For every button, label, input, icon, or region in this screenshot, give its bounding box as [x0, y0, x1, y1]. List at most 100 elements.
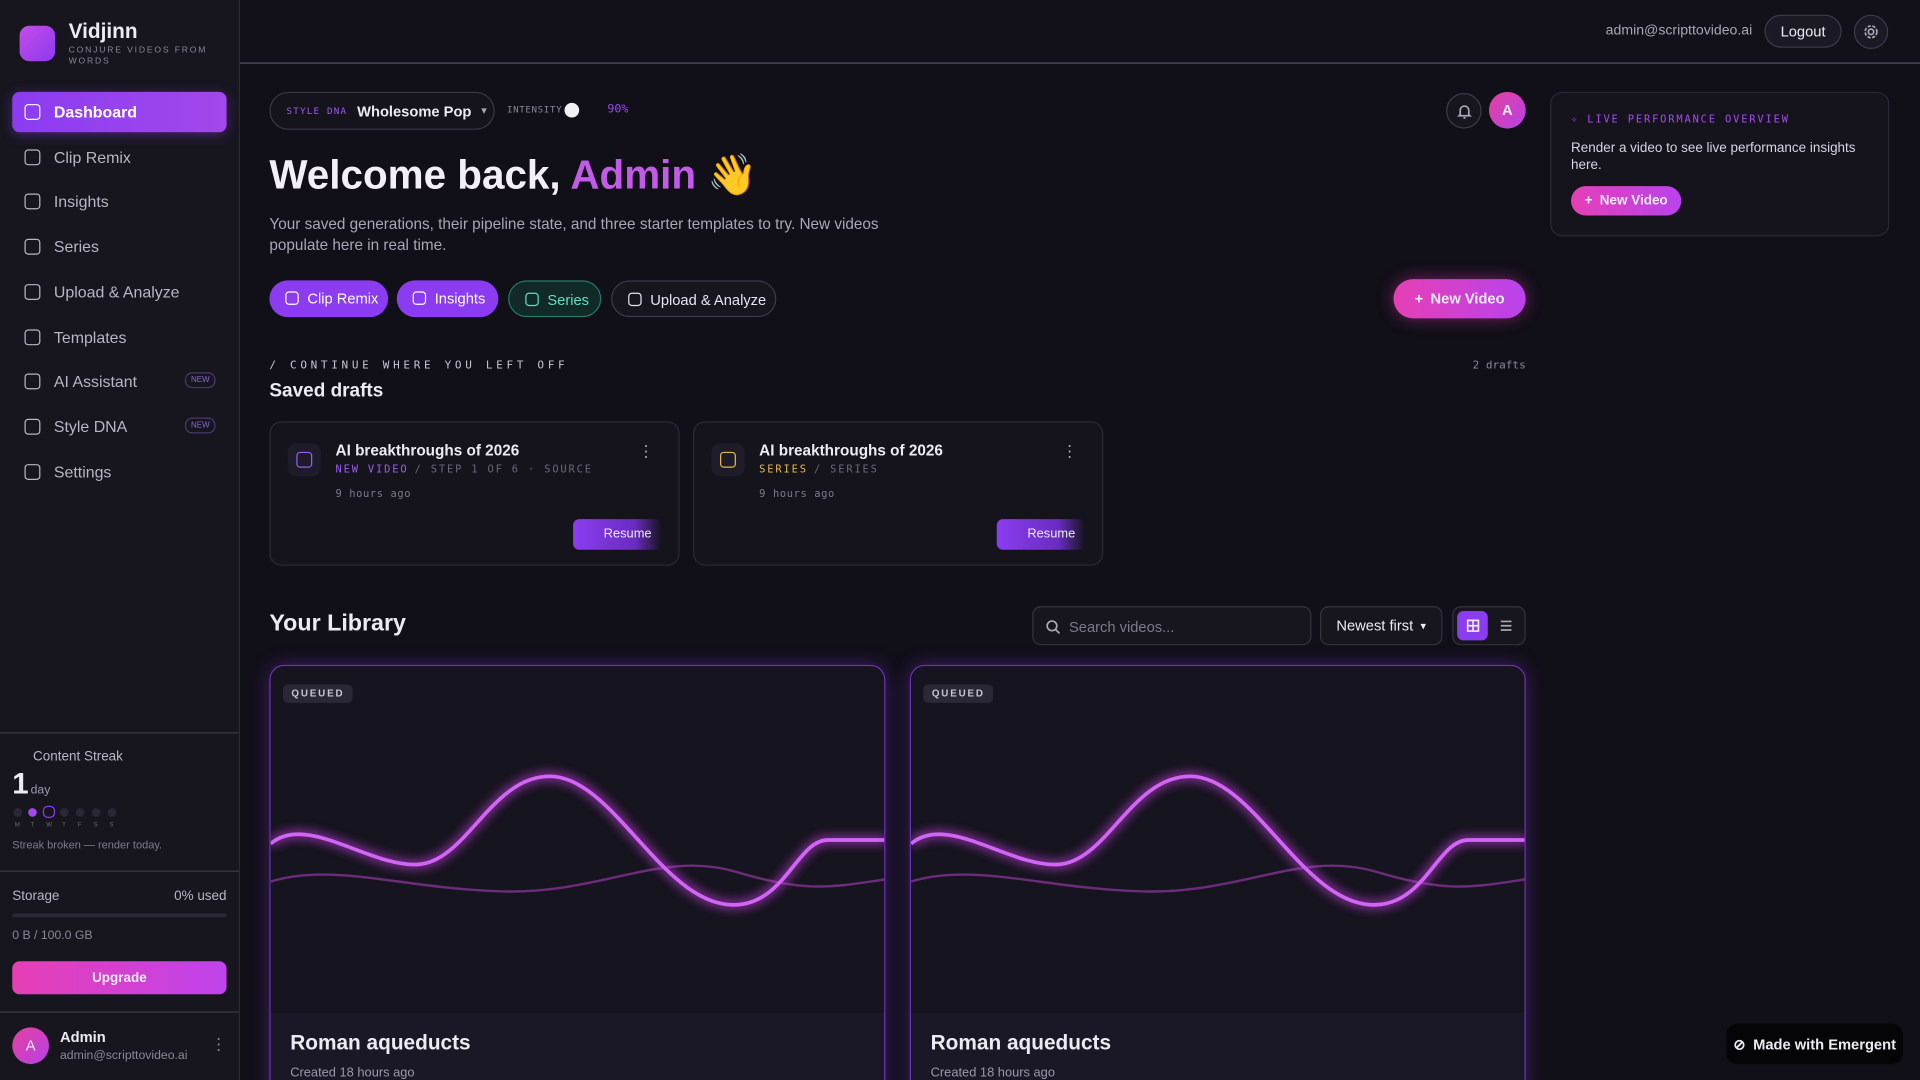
quick-action-button[interactable]: Clip Remix	[269, 280, 389, 318]
brand-icon	[19, 25, 56, 62]
streak-day-label: S	[93, 821, 98, 829]
new-video-button[interactable]: + New Video	[1393, 279, 1526, 319]
user-menu[interactable]: ⋮	[210, 1034, 227, 1054]
live-new-video-button[interactable]: + New Video	[1571, 186, 1682, 216]
library-title: Your Library	[269, 611, 406, 637]
storage-label: Storage	[12, 888, 60, 904]
divider	[0, 732, 239, 734]
nav-label: Dashboard	[53, 102, 138, 122]
icon	[412, 291, 427, 305]
icon	[24, 238, 41, 255]
made-with-badge[interactable]: ⊘ Made with Emergent	[1726, 1023, 1903, 1065]
live-title-text: LIVE PERFORMANCE OVERVIEW	[1587, 113, 1790, 127]
greeting-name: Admin	[570, 151, 697, 198]
nav-badge: NEW	[184, 372, 216, 389]
logout-button[interactable]: Logout	[1764, 14, 1842, 48]
draft-path: / SERIES	[813, 464, 879, 477]
live-title: ✧ LIVE PERFORMANCE OVERVIEW	[1571, 113, 1790, 127]
nav-item[interactable]: Dashboard	[12, 91, 227, 133]
settings-button[interactable]	[1853, 14, 1889, 49]
draft-icon	[287, 443, 321, 477]
wave-line	[911, 774, 1525, 907]
style-dna-selector[interactable]: STYLE DNA Wholesome Pop ▾	[269, 91, 495, 130]
draft-path: / STEP 1 OF 6 · SOURCE	[414, 464, 593, 477]
avatar[interactable]: A	[1488, 91, 1526, 129]
draft-time: 9 hours ago	[759, 488, 835, 501]
status-badge: QUEUED	[923, 684, 994, 703]
new-video-label: New Video	[1430, 290, 1505, 308]
sort-select[interactable]: Newest first ▾	[1320, 606, 1443, 646]
search-box[interactable]: Search videos...	[1032, 606, 1312, 646]
resume-button[interactable]: Resume	[996, 519, 1085, 550]
nav-item[interactable]: Style DNA NEW	[12, 406, 226, 446]
draft-menu[interactable]: ⋮	[637, 442, 654, 461]
quick-action-label: Upload & Analyze	[650, 291, 767, 309]
nav-item[interactable]: Clip Remix	[12, 137, 226, 177]
icon	[720, 451, 736, 468]
style-dna-value: Wholesome Pop	[357, 102, 472, 120]
draft-type: SERIES	[759, 464, 808, 477]
nav-item[interactable]: Settings	[12, 451, 226, 491]
streak-dot	[91, 808, 101, 817]
upgrade-button[interactable]: Upgrade	[12, 961, 227, 995]
video-card[interactable]: QUEUED Roman aqueducts Created 18 hours ag…	[269, 664, 886, 1080]
drafts-kicker: / CONTINUE WHERE YOU LEFT OFF	[269, 360, 569, 373]
greeting-emoji: 👋	[707, 151, 758, 198]
quick-action-button[interactable]: Series	[508, 280, 602, 318]
streak-dot	[42, 805, 55, 818]
intensity-slider[interactable]	[564, 102, 580, 118]
quick-action-label: Clip Remix	[307, 290, 379, 308]
nav-label: AI Assistant	[53, 372, 138, 391]
draft-time: 9 hours ago	[335, 488, 412, 501]
streak-dot	[76, 808, 85, 817]
user-email: admin@scripttovideo.ai	[60, 1049, 188, 1063]
quick-action-button[interactable]: Insights	[396, 280, 499, 318]
streak-day-label: S	[109, 821, 114, 829]
video-title: Roman aqueducts	[930, 1031, 1112, 1055]
storage-bar	[12, 913, 227, 918]
nav-item[interactable]: AI Assistant NEW	[12, 361, 226, 401]
draft-menu[interactable]: ⋮	[1061, 442, 1078, 461]
user-name: Admin	[60, 1028, 106, 1046]
streak-count: 1	[12, 767, 29, 801]
drafts-title: Saved drafts	[269, 380, 384, 402]
brand-name: Vidjinn	[68, 19, 138, 43]
notifications-button[interactable]	[1446, 93, 1482, 129]
badge-icon: ⊘	[1733, 1035, 1746, 1053]
nav-item[interactable]: Series	[12, 227, 226, 267]
nav-label: Insights	[53, 192, 109, 212]
badge-label: Made with Emergent	[1753, 1035, 1896, 1053]
quick-action-button[interactable]: Upload & Analyze	[611, 280, 777, 318]
nav-label: Series	[53, 237, 100, 257]
nav-item[interactable]: Templates	[12, 317, 226, 357]
hero-title: Welcome back, Admin 👋	[269, 152, 757, 200]
sort-label: Newest first	[1336, 617, 1414, 635]
draft-title: AI breakthroughs of 2026	[759, 442, 943, 460]
grid-view-button[interactable]	[1457, 611, 1488, 641]
quick-action-label: Series	[547, 291, 589, 309]
video-created: Created 18 hours ago	[930, 1065, 1055, 1080]
draft-meta: SERIES / SERIES	[759, 464, 879, 476]
streak-dot	[28, 808, 38, 817]
nav-label: Style DNA	[53, 417, 128, 436]
icon	[24, 283, 41, 300]
streak-note: Streak broken — render today.	[12, 838, 163, 852]
topbar-email: admin@scripttovideo.ai	[1605, 23, 1753, 38]
list-view-button[interactable]	[1490, 611, 1521, 640]
nav-item[interactable]: Upload & Analyze	[12, 272, 226, 312]
streak-day-label: T	[30, 821, 35, 829]
draft-title: AI breakthroughs of 2026	[335, 442, 520, 460]
nav-item[interactable]: Insights	[12, 182, 226, 222]
nav-label: Settings	[53, 462, 112, 481]
streak-day-label: F	[77, 821, 82, 829]
status-badge: QUEUED	[282, 684, 353, 703]
user-avatar[interactable]: A	[12, 1027, 49, 1065]
icon	[24, 373, 41, 390]
hero-subtitle: Your saved generations, their pipeline s…	[269, 215, 879, 254]
intensity-value: 90%	[607, 102, 629, 117]
resume-label: Resume	[603, 526, 652, 542]
video-card[interactable]: QUEUED Roman aqueducts Created 18 hours ag…	[909, 664, 1526, 1080]
wave-faint	[270, 864, 885, 893]
resume-button[interactable]: Resume	[573, 519, 662, 550]
